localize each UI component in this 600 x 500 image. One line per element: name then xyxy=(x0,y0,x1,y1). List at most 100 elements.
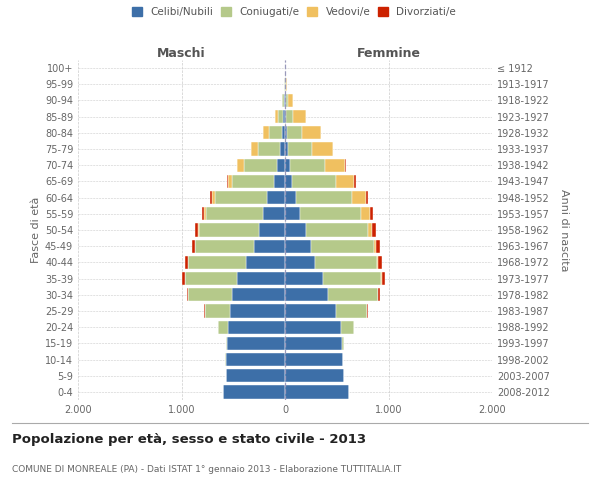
Bar xyxy=(355,175,356,188)
Bar xyxy=(232,175,274,188)
Bar xyxy=(285,110,286,124)
Text: Popolazione per età, sesso e stato civile - 2013: Popolazione per età, sesso e stato civil… xyxy=(12,432,366,446)
Bar xyxy=(230,304,285,318)
Bar xyxy=(238,158,244,172)
Bar xyxy=(263,126,269,140)
Text: Femmine: Femmine xyxy=(356,47,421,60)
Bar xyxy=(274,175,285,188)
Bar xyxy=(311,240,374,253)
Bar xyxy=(285,288,328,302)
Bar xyxy=(227,175,232,188)
Bar xyxy=(292,175,336,188)
Bar xyxy=(257,142,280,156)
Bar xyxy=(259,224,285,236)
Bar xyxy=(196,240,254,253)
Bar xyxy=(278,110,283,124)
Bar xyxy=(302,126,321,140)
Bar xyxy=(368,224,373,236)
Bar xyxy=(328,288,378,302)
Bar xyxy=(285,158,290,172)
Bar xyxy=(188,256,245,269)
Bar xyxy=(285,336,343,350)
Bar xyxy=(218,320,227,334)
Bar xyxy=(374,240,376,253)
Bar xyxy=(377,256,378,269)
Bar xyxy=(293,110,306,124)
Bar xyxy=(283,110,285,124)
Bar xyxy=(300,207,361,220)
Bar xyxy=(296,191,352,204)
Bar xyxy=(352,191,366,204)
Bar xyxy=(215,191,267,204)
Bar xyxy=(199,224,259,236)
Bar xyxy=(285,175,292,188)
Bar xyxy=(285,142,287,156)
Text: COMUNE DI MONREALE (PA) - Dati ISTAT 1° gennaio 2013 - Elaborazione TUTTITALIA.I: COMUNE DI MONREALE (PA) - Dati ISTAT 1° … xyxy=(12,466,401,474)
Bar xyxy=(336,175,355,188)
Bar xyxy=(232,288,285,302)
Bar xyxy=(382,272,385,285)
Bar xyxy=(223,386,285,398)
Bar xyxy=(277,158,285,172)
Bar xyxy=(269,126,283,140)
Bar xyxy=(285,240,311,253)
Bar xyxy=(287,142,312,156)
Bar xyxy=(188,288,232,302)
Bar xyxy=(283,94,284,107)
Bar xyxy=(285,304,336,318)
Bar xyxy=(286,110,293,124)
Bar xyxy=(286,78,287,91)
Bar xyxy=(245,256,285,269)
Bar xyxy=(284,94,285,107)
Bar xyxy=(361,207,370,220)
Bar xyxy=(343,336,344,350)
Bar xyxy=(285,126,287,140)
Bar xyxy=(290,158,325,172)
Bar xyxy=(366,191,368,204)
Bar xyxy=(285,224,306,236)
Bar xyxy=(281,94,283,107)
Bar xyxy=(285,191,296,204)
Bar xyxy=(238,272,285,285)
Bar xyxy=(202,207,204,220)
Bar xyxy=(205,304,230,318)
Bar xyxy=(367,304,368,318)
Bar xyxy=(204,207,206,220)
Bar xyxy=(196,224,198,236)
Bar xyxy=(285,272,323,285)
Bar xyxy=(379,288,380,302)
Bar xyxy=(182,272,185,285)
Bar xyxy=(206,207,263,220)
Y-axis label: Fasce di età: Fasce di età xyxy=(31,197,41,263)
Bar xyxy=(287,126,302,140)
Bar xyxy=(336,304,367,318)
Bar xyxy=(280,142,285,156)
Bar xyxy=(210,191,212,204)
Bar xyxy=(254,240,285,253)
Bar xyxy=(286,94,288,107)
Bar xyxy=(227,336,285,350)
Bar xyxy=(288,94,293,107)
Bar xyxy=(267,191,285,204)
Bar xyxy=(376,240,380,253)
Bar xyxy=(285,207,300,220)
Bar xyxy=(341,320,354,334)
Bar xyxy=(227,320,285,334)
Bar xyxy=(325,158,345,172)
Bar xyxy=(285,320,341,334)
Bar xyxy=(312,142,333,156)
Bar xyxy=(285,256,315,269)
Bar xyxy=(251,142,257,156)
Y-axis label: Anni di nascita: Anni di nascita xyxy=(559,188,569,271)
Bar xyxy=(275,110,278,124)
Bar xyxy=(212,191,215,204)
Bar xyxy=(187,288,188,302)
Bar xyxy=(263,207,285,220)
Bar xyxy=(378,256,382,269)
Bar xyxy=(285,353,343,366)
Bar xyxy=(315,256,377,269)
Bar xyxy=(226,369,285,382)
Bar xyxy=(226,353,285,366)
Bar xyxy=(185,256,188,269)
Bar xyxy=(323,272,381,285)
